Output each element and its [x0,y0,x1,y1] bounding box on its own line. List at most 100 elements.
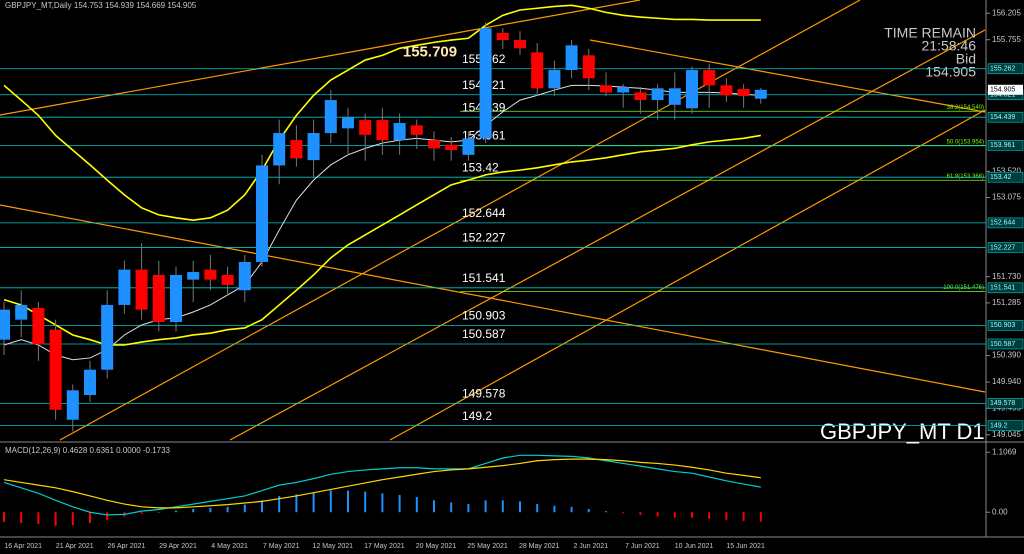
x-tick-label: 25 May 2021 [467,543,508,550]
level-tag-label: 153.961 [990,142,1015,149]
macd-bar [20,512,23,524]
trendline [229,29,986,441]
level-tag-label: 151.541 [990,285,1015,292]
candle-body [15,304,28,320]
candle-body [273,133,286,166]
candle-body [686,70,698,109]
level-tag [987,398,1024,409]
macd-bar [261,500,263,513]
candle-body [49,329,62,410]
candle-body [290,140,303,159]
y-tick-label: 153.075 [992,193,1021,202]
macd-bar [398,494,401,513]
candle-body [135,269,148,310]
candle-body [256,165,268,262]
trendline [589,39,986,113]
macd-bar [639,512,642,515]
bid-label: Bid [956,51,976,67]
candle-body [152,274,165,323]
macd-bar [742,512,745,521]
candle-body [565,45,578,71]
x-tick-label: 7 May 2021 [263,543,300,550]
level-tag [987,338,1024,350]
trendline [389,109,986,441]
level-tag [987,63,1024,75]
candle-body [66,390,79,420]
level-tag [987,217,1024,229]
candle-body [0,309,10,340]
bid-value: 154.905 [925,64,976,80]
candle-body [462,138,475,155]
fib-label: 100.0(151.476) [943,285,984,291]
macd-bar [295,494,298,513]
candle-body [651,88,664,101]
macd-bar [467,504,470,513]
candle-body [118,269,131,305]
candle-body [238,261,251,291]
level-tag-label: 149.2 [990,422,1008,429]
candle-body [548,70,561,89]
candle-body [342,117,354,129]
macd-bar [656,512,659,517]
macd-bar [587,508,590,513]
macd-bar [37,512,40,525]
overlay-line [3,4,761,221]
macd-bar [691,512,693,518]
watermark: GBPJPY_MT D1 [820,419,985,444]
level-tag-label: 154.821 [990,92,1015,99]
y-tick-label: 155.755 [992,35,1021,44]
level-label: 152.644 [462,206,506,220]
candle-body [428,140,440,149]
macd-bar [278,495,281,513]
level-tag-label: 150.587 [990,341,1015,348]
macd-bar [381,493,384,513]
candle-body [187,271,200,280]
y-tick-label: 156.205 [992,8,1021,17]
level-tag-label: 152.227 [990,244,1015,251]
macd-line [3,454,761,516]
macd-bar [725,512,728,520]
y-tick-label: 0.00 [992,507,1008,516]
trendlines [0,0,986,441]
level-tag [987,242,1024,253]
candle-body [101,304,114,370]
macd-bar [364,491,367,513]
macd-bar [415,497,418,513]
macd-bar [433,500,435,513]
bid-tag [988,84,1023,95]
candle-body [170,274,182,323]
candle-body [204,269,217,280]
level-tag-label: 155.262 [990,66,1015,73]
trendline [59,0,861,441]
x-tick-label: 21 Apr 2021 [56,543,94,550]
candle-body [307,133,320,161]
level-tag [987,171,1024,183]
candle-body [668,88,681,105]
macd-bar [347,490,349,513]
y-tick-label: 151.730 [992,272,1021,281]
macd-bar [329,490,332,513]
macd-bar [501,500,504,513]
time-remain: 21:58:46 [922,38,977,54]
macd-bar [605,511,607,513]
macd-bar [759,512,762,522]
macd-bar [708,512,711,519]
candle-body [634,92,647,101]
x-tick-label: 15 Jun 2021 [726,543,765,550]
level-label: 149.578 [462,387,506,401]
candle-body [617,87,630,93]
macd-bar [226,506,229,513]
candle-body [582,55,595,79]
x-tick-label: 7 Jun 2021 [625,543,660,550]
x-tick-label: 26 Apr 2021 [108,543,146,550]
candle-body [32,307,45,345]
macd-bar [71,512,74,526]
level-tag [987,420,1024,431]
x-tick-label: 12 May 2021 [313,543,354,550]
macd-bar [553,505,556,513]
overlay-line [3,134,761,346]
trendline [0,0,641,116]
level-label: 153.42 [462,160,499,174]
macd-bar [175,510,177,513]
